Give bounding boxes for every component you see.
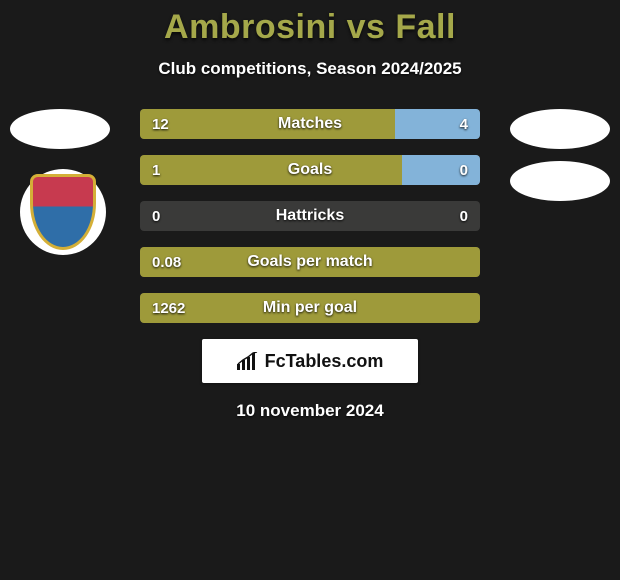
club-shield-icon: [30, 174, 96, 250]
page-subtitle: Club competitions, Season 2024/2025: [0, 59, 620, 79]
bar-right: [402, 155, 480, 185]
stat-value-left: 12: [152, 109, 169, 139]
bar-left: [140, 109, 395, 139]
page-title: Ambrosini vs Fall: [0, 8, 620, 47]
stat-row: 10Goals: [140, 155, 480, 185]
date-text: 10 november 2024: [0, 401, 620, 421]
bar-left: [140, 247, 480, 277]
player-right-club-avatar: [510, 161, 610, 201]
bars-icon: [237, 352, 259, 370]
stat-value-right: 0: [460, 155, 468, 185]
stat-value-left: 0.08: [152, 247, 181, 277]
bar-left: [140, 293, 480, 323]
stat-label: Hattricks: [140, 201, 480, 231]
comparison-chart: 124Matches10Goals00Hattricks0.08Goals pe…: [0, 109, 620, 421]
brand-badge: FcTables.com: [202, 339, 418, 383]
player-left-club-badge: [20, 169, 106, 255]
stat-row: 1262Min per goal: [140, 293, 480, 323]
player-right-avatar: [510, 109, 610, 149]
stat-value-left: 1262: [152, 293, 185, 323]
stat-value-left: 1: [152, 155, 160, 185]
stat-row: 124Matches: [140, 109, 480, 139]
brand-text: FcTables.com: [265, 351, 384, 372]
stat-value-left: 0: [152, 201, 160, 231]
stat-rows: 124Matches10Goals00Hattricks0.08Goals pe…: [140, 109, 480, 323]
stat-row: 0 0Hattricks: [140, 201, 480, 231]
stat-value-right: 0: [460, 201, 468, 231]
content: Ambrosini vs Fall Club competitions, Sea…: [0, 0, 620, 580]
bar-left: [140, 155, 402, 185]
stat-row: 0.08Goals per match: [140, 247, 480, 277]
player-left-avatar: [10, 109, 110, 149]
stat-value-right: 4: [460, 109, 468, 139]
